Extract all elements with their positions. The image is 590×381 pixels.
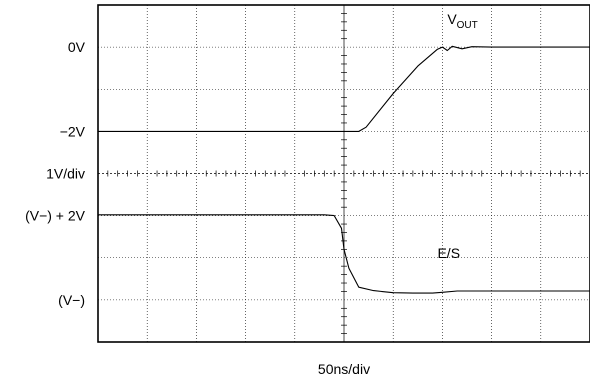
y-axis-label: (V−) + 2V [25,208,86,224]
x-axis-label: 50ns/div [318,361,370,377]
series-label-es: E/S [437,245,460,261]
vout-label-main: V [447,11,457,27]
trace-vout [98,45,590,132]
series-label-vout: VOUT [447,11,477,31]
y-axis-label: 0V [68,39,86,55]
plot-frame [97,4,590,343]
vout-label-sub: OUT [457,20,478,31]
y-axis-label: −2V [60,123,86,139]
y-axis-label: (V−) [58,292,85,308]
traces [98,45,590,294]
y-axis-label: 1V/div [46,166,85,182]
y-axis-labels: 0V −2V 1V/div (V−) + 2V (V−) [25,39,86,308]
trace-es [98,214,590,294]
